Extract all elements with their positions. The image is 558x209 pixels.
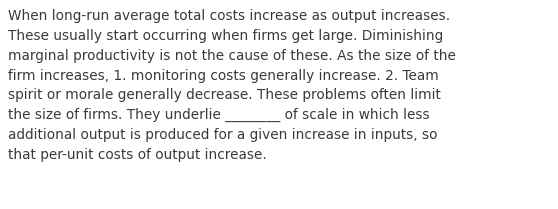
Text: When long-run average total costs increase as output increases.
These usually st: When long-run average total costs increa… bbox=[8, 9, 456, 162]
